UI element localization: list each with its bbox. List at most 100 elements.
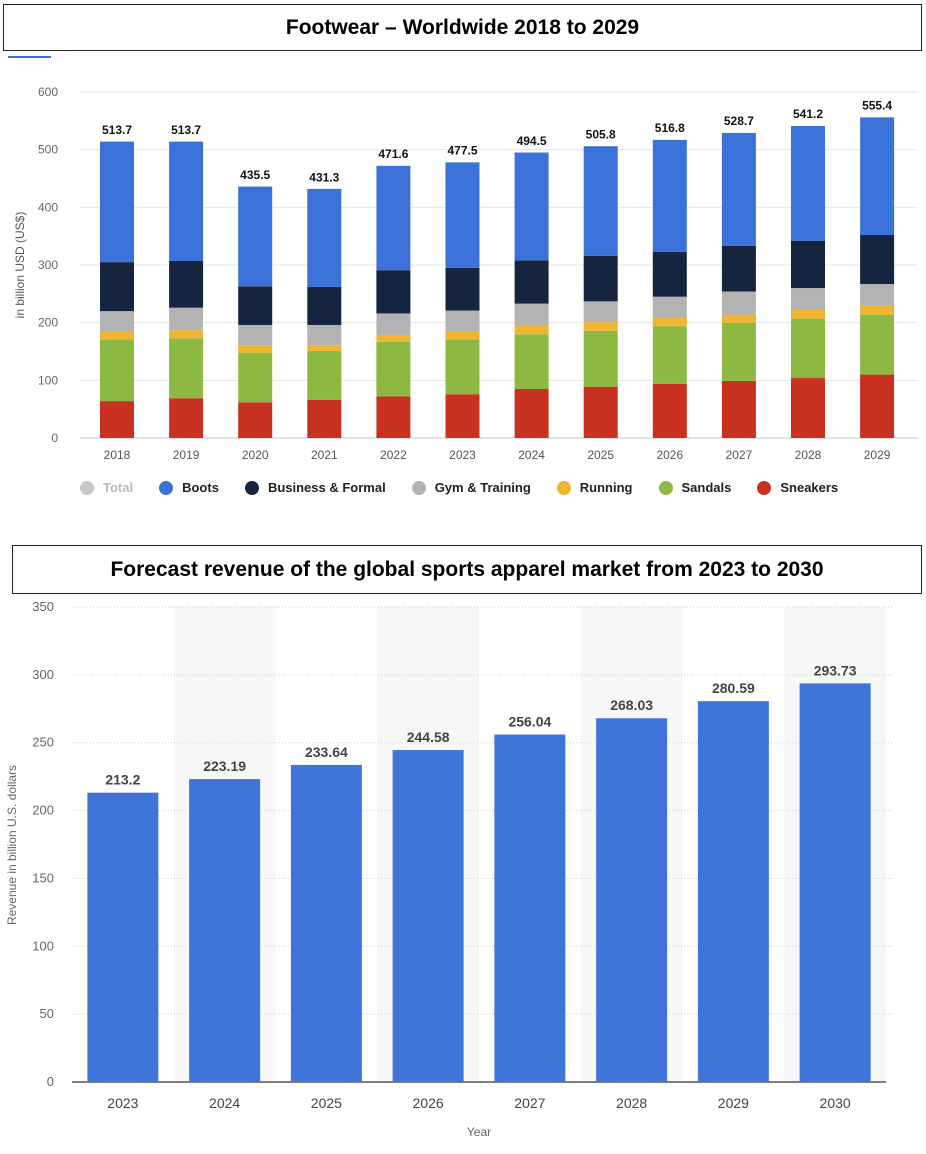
y-tick-label: 300 bbox=[38, 258, 58, 272]
legend-marker bbox=[80, 480, 94, 495]
bar-segment-business-formal bbox=[169, 260, 204, 308]
bar-segment-boots bbox=[652, 139, 687, 252]
y-tick-label: 100 bbox=[38, 373, 58, 387]
legend-marker bbox=[757, 480, 772, 495]
bar-segment-sneakers bbox=[583, 386, 618, 438]
data-label: 233.64 bbox=[305, 744, 348, 760]
bar-segment-running bbox=[652, 318, 687, 327]
title-accent-line bbox=[8, 56, 51, 58]
total-label: 513.7 bbox=[102, 123, 132, 137]
legend-label: Total bbox=[103, 480, 134, 495]
bar-segment-gym-training bbox=[514, 303, 549, 326]
legend-item-sneakers[interactable]: Sneakers bbox=[757, 480, 838, 495]
bar-segment-gym-training bbox=[445, 310, 480, 332]
bar-segment-running bbox=[169, 330, 204, 339]
bar bbox=[494, 734, 566, 1082]
bar bbox=[697, 701, 769, 1082]
bar-segment-gym-training bbox=[307, 324, 342, 346]
bar-segment-sneakers bbox=[100, 401, 134, 438]
bar-segment-business-formal bbox=[100, 262, 134, 312]
legend-label: Sandals bbox=[681, 480, 732, 495]
x-tick-label: 2027 bbox=[514, 1095, 545, 1111]
bar-segment-sandals bbox=[652, 326, 687, 384]
x-tick-label: 2028 bbox=[616, 1095, 647, 1111]
x-tick-label: 2025 bbox=[311, 1095, 342, 1111]
x-tick-label: 2018 bbox=[104, 448, 131, 462]
bar-segment-sneakers bbox=[652, 383, 687, 438]
legend-label: Running bbox=[579, 480, 633, 495]
bar-segment-gym-training bbox=[721, 291, 756, 315]
footwear-chart-title: Footwear – Worldwide 2018 to 2029 bbox=[3, 4, 922, 51]
bar-segment-sandals bbox=[860, 314, 895, 375]
x-tick-label: 2029 bbox=[864, 448, 891, 462]
bar bbox=[87, 792, 159, 1082]
bar-segment-business-formal bbox=[860, 235, 895, 285]
legend-item-boots[interactable]: Boots bbox=[159, 480, 219, 495]
total-label: 528.7 bbox=[724, 114, 754, 128]
bar-segment-business-formal bbox=[791, 240, 825, 289]
bar-segment-sneakers bbox=[445, 394, 480, 438]
x-tick-label: 2027 bbox=[726, 448, 753, 462]
y-tick-label: 50 bbox=[40, 1006, 54, 1021]
bar-segment-sneakers bbox=[721, 380, 756, 438]
bar-segment-sneakers bbox=[514, 388, 549, 438]
bar-segment-boots bbox=[307, 188, 342, 287]
bar bbox=[799, 683, 871, 1082]
legend-marker bbox=[658, 480, 673, 495]
total-label: 541.2 bbox=[793, 107, 823, 121]
x-axis-label: Year bbox=[467, 1125, 491, 1139]
data-label: 213.2 bbox=[105, 772, 140, 788]
legend-marker bbox=[411, 480, 426, 495]
legend-label: Sneakers bbox=[780, 480, 839, 495]
bar-segment-gym-training bbox=[169, 307, 204, 331]
bar bbox=[290, 764, 362, 1082]
bar-segment-sneakers bbox=[860, 374, 895, 438]
x-tick-label: 2030 bbox=[820, 1095, 851, 1111]
bar-segment-running bbox=[721, 314, 756, 323]
bar-segment-running bbox=[376, 334, 411, 342]
bar-segment-gym-training bbox=[652, 296, 687, 319]
x-tick-label: 2024 bbox=[518, 448, 545, 462]
bar-segment-business-formal bbox=[652, 251, 687, 297]
x-tick-label: 2023 bbox=[449, 448, 476, 462]
legend-marker bbox=[159, 480, 174, 495]
total-label: 477.5 bbox=[447, 144, 477, 158]
bar-segment-business-formal bbox=[583, 255, 618, 302]
bar-segment-running bbox=[791, 309, 825, 319]
data-label: 256.04 bbox=[508, 714, 551, 730]
apparel-chart-title: Forecast revenue of the global sports ap… bbox=[12, 545, 922, 594]
bar-segment-running bbox=[583, 322, 618, 331]
total-label: 555.4 bbox=[862, 99, 892, 113]
legend-item-gym-training[interactable]: Gym & Training bbox=[411, 480, 531, 495]
legend-item-sandals[interactable]: Sandals bbox=[658, 480, 732, 495]
legend-item-running[interactable]: Running bbox=[556, 480, 633, 495]
bar-segment-sandals bbox=[100, 339, 134, 402]
bar-segment-boots bbox=[376, 165, 411, 271]
y-tick-label: 350 bbox=[32, 599, 54, 614]
bar-segment-business-formal bbox=[445, 267, 480, 311]
bar-segment-boots bbox=[100, 141, 134, 263]
bar-segment-sandals bbox=[583, 330, 618, 387]
bar-segment-sneakers bbox=[376, 396, 411, 438]
bar-segment-sandals bbox=[721, 322, 756, 381]
y-tick-label: 200 bbox=[32, 803, 54, 818]
x-tick-label: 2026 bbox=[656, 448, 683, 462]
bar bbox=[189, 779, 261, 1082]
y-tick-label: 150 bbox=[32, 870, 54, 885]
total-label: 435.5 bbox=[240, 168, 270, 182]
total-label: 505.8 bbox=[586, 127, 616, 141]
bar-segment-gym-training bbox=[583, 301, 618, 323]
legend-label: Business & Formal bbox=[267, 480, 386, 495]
bar-segment-running bbox=[238, 345, 273, 353]
bar-segment-gym-training bbox=[791, 288, 825, 310]
y-tick-label: 200 bbox=[38, 316, 58, 330]
bar-segment-business-formal bbox=[514, 260, 549, 304]
legend-item-total[interactable]: Total bbox=[80, 480, 133, 495]
bar-segment-sandals bbox=[307, 350, 342, 400]
total-label: 516.8 bbox=[655, 121, 685, 135]
bar bbox=[596, 718, 668, 1082]
data-label: 280.59 bbox=[712, 680, 755, 696]
y-axis-label: in billion USD (US$) bbox=[13, 212, 27, 319]
legend-item-business-formal[interactable]: Business & Formal bbox=[244, 480, 386, 495]
